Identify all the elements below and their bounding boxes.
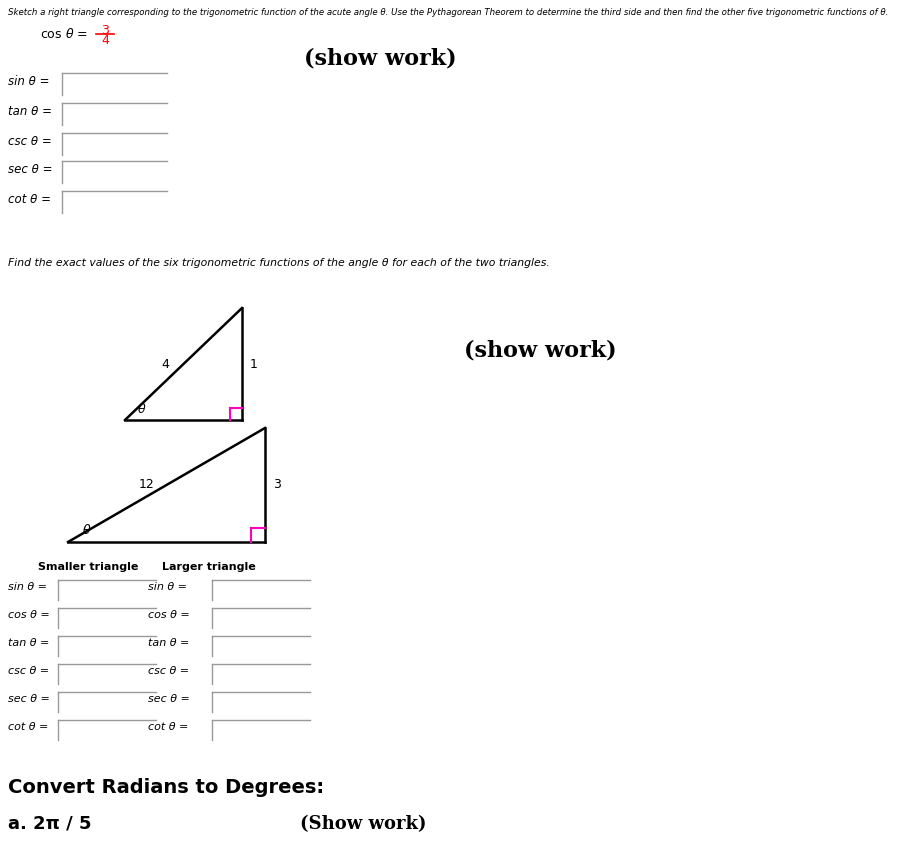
Text: a. 2π / 5: a. 2π / 5 xyxy=(8,815,92,833)
Text: (show work): (show work) xyxy=(303,48,456,70)
Text: Smaller triangle: Smaller triangle xyxy=(38,562,139,572)
Text: tan θ =: tan θ = xyxy=(148,638,189,648)
Text: tan θ =: tan θ = xyxy=(8,105,52,118)
Text: Sketch a right triangle corresponding to the trigonometric function of the acute: Sketch a right triangle corresponding to… xyxy=(8,8,888,17)
Text: cot θ =: cot θ = xyxy=(8,193,51,206)
Text: 4: 4 xyxy=(162,357,169,370)
Text: 3: 3 xyxy=(273,478,281,491)
Text: csc θ =: csc θ = xyxy=(8,135,52,148)
Text: sin θ =: sin θ = xyxy=(148,582,187,592)
Text: Larger triangle: Larger triangle xyxy=(162,562,256,572)
Text: (Show work): (Show work) xyxy=(300,815,427,833)
Text: sin θ =: sin θ = xyxy=(8,582,47,592)
Text: tan θ =: tan θ = xyxy=(8,638,50,648)
Text: Find the exact values of the six trigonometric functions of the angle θ for each: Find the exact values of the six trigono… xyxy=(8,258,550,268)
Text: sec θ =: sec θ = xyxy=(148,694,190,704)
Text: 12: 12 xyxy=(139,478,155,491)
Text: Convert Radians to Degrees:: Convert Radians to Degrees: xyxy=(8,778,324,797)
Text: cot θ =: cot θ = xyxy=(8,722,49,732)
Text: sin θ =: sin θ = xyxy=(8,75,50,88)
Text: cos θ =: cos θ = xyxy=(148,610,190,620)
Text: 4: 4 xyxy=(101,34,109,47)
Text: sec θ =: sec θ = xyxy=(8,163,52,176)
Text: csc θ =: csc θ = xyxy=(148,666,189,676)
Text: cot θ =: cot θ = xyxy=(148,722,188,732)
Text: sec θ =: sec θ = xyxy=(8,694,50,704)
Text: $\theta$: $\theta$ xyxy=(137,402,147,416)
Text: csc θ =: csc θ = xyxy=(8,666,50,676)
Text: cos $\theta$ =: cos $\theta$ = xyxy=(40,27,88,41)
Text: (show work): (show work) xyxy=(464,340,616,362)
Text: cos θ =: cos θ = xyxy=(8,610,50,620)
Text: $\theta$: $\theta$ xyxy=(82,523,92,537)
Text: 3: 3 xyxy=(101,24,109,37)
Text: 1: 1 xyxy=(250,357,258,370)
